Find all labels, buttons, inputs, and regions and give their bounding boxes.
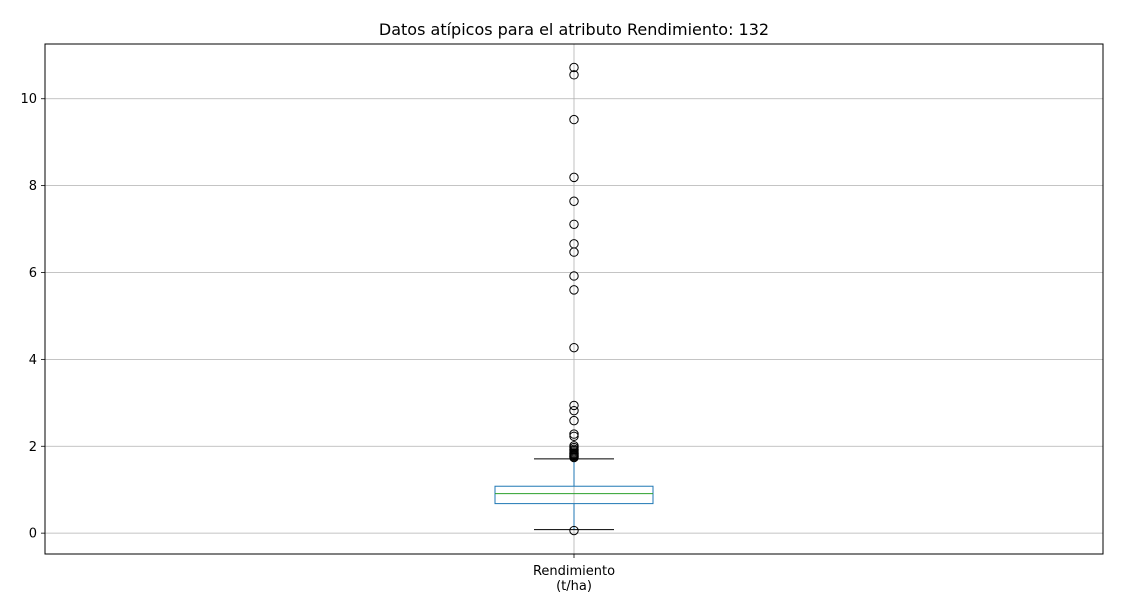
y-tick-label: 2: [29, 440, 37, 455]
x-tick-label: Rendimiento (t/ha): [533, 564, 615, 594]
outlier-points: [569, 62, 579, 536]
outlier-point: [569, 431, 579, 441]
outlier-point: [569, 342, 579, 353]
x-tick-label-line: Rendimiento: [533, 564, 615, 579]
outlier-point: [569, 415, 579, 426]
outlier-point: [569, 452, 579, 463]
grid-lines: [45, 44, 1103, 554]
outlier-point: [569, 247, 579, 257]
x-tick-label-line: (t/ha): [556, 579, 592, 594]
chart-title: Datos atípicos para el atributo Rendimie…: [379, 20, 769, 39]
outlier-point: [569, 285, 579, 295]
outlier-point: [569, 219, 579, 229]
plot-frame: [44, 43, 1104, 555]
box-plot: [494, 458, 654, 531]
y-tick-label: 8: [29, 179, 37, 194]
outlier-point: [569, 62, 579, 73]
y-tick-label: 4: [29, 353, 37, 368]
outlier-point: [569, 114, 579, 125]
y-tick-label: 6: [29, 266, 37, 281]
outlier-point: [569, 172, 579, 183]
outlier-point: [569, 429, 579, 439]
y-tick-label: 0: [29, 527, 37, 542]
axes: 0 2 4 6 8 10 Rendimiento (t/ha): [20, 92, 615, 594]
outlier-point: [569, 400, 579, 411]
outlier-point: [569, 196, 579, 206]
outlier-point: [569, 70, 579, 80]
y-tick-label: 10: [20, 92, 37, 107]
box-iqr: [494, 485, 654, 505]
outlier-point: [569, 271, 579, 281]
outlier-point: [569, 405, 579, 416]
outlier-point: [569, 525, 579, 536]
